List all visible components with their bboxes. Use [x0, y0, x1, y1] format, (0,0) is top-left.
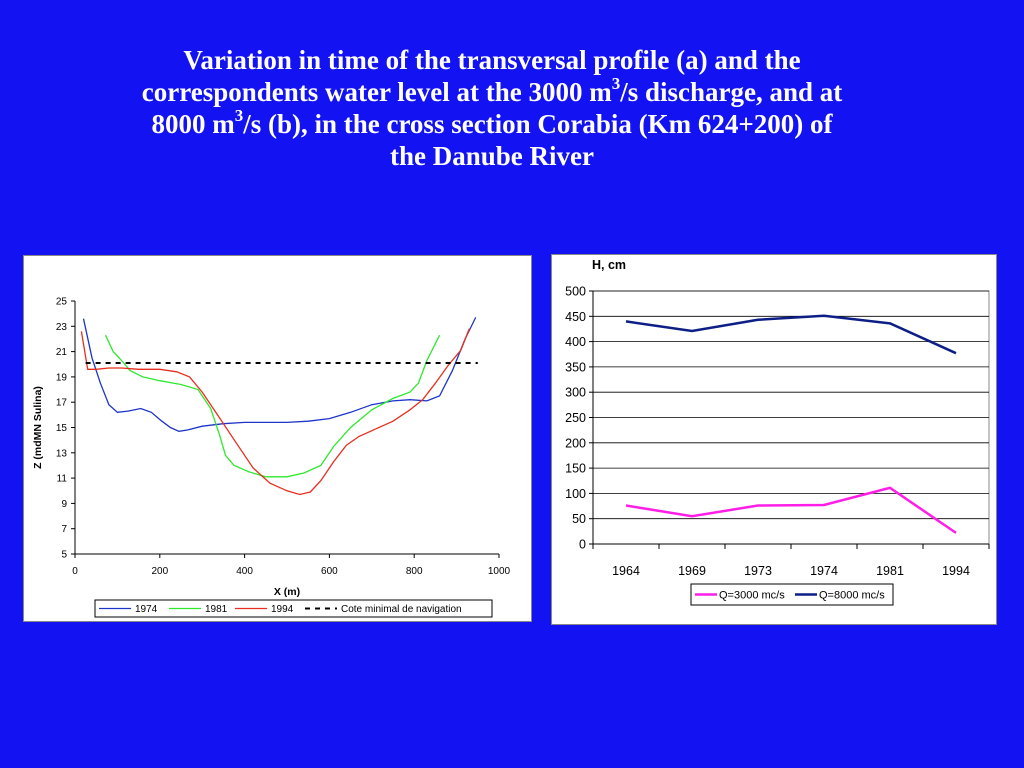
x-tick-label: 200	[151, 566, 168, 577]
x-tick-label: 600	[321, 566, 338, 577]
profile-chart: 5 7 9 11 13 15 17 19 21 23 25 0 200 400 600 800 1000 X (m…	[32, 297, 511, 618]
title-line-2: correspondents water level at the 3000 m…	[20, 74, 964, 108]
series-line-Q=3000 mc/s	[625, 486, 957, 534]
x-tick-label: 1969	[678, 564, 706, 578]
title-line-4: the Danube River	[390, 141, 594, 171]
legend-label: Cote minimal de navigation	[341, 604, 462, 615]
legend-box	[690, 583, 894, 606]
title-line-3-text: 8000 m	[151, 109, 235, 139]
legend-label: 1981	[205, 604, 228, 615]
title-line-2-text: correspondents water level at the 3000 m	[141, 77, 612, 107]
x-tick-label: 1973	[744, 564, 772, 578]
title-line-1: Variation in time of the transversal pro…	[183, 45, 801, 75]
y-tick-label: 25	[56, 297, 68, 308]
water-level-chart: 0 50 100 150 200 250 300 350 400 450 500 1964 1969 19…	[565, 258, 990, 606]
x-tick-label: 800	[406, 566, 423, 577]
x-tick-label: 1994	[942, 564, 970, 578]
y-tick-label: 350	[565, 360, 586, 374]
slide-title: Variation in time of the transversal pro…	[20, 44, 964, 172]
legend-box	[94, 599, 493, 618]
title-line-3-sup: 3	[234, 106, 244, 125]
y-tick-label: 200	[565, 436, 586, 450]
series-line-1974	[82, 317, 477, 432]
y-tick-label: 100	[565, 487, 586, 501]
series-line-1981	[104, 334, 441, 478]
y-tick-label: 150	[565, 462, 586, 476]
y-tick-label: 400	[565, 335, 586, 349]
y-tick-label: 23	[56, 322, 68, 333]
series-line-Q=8000 mc/s	[625, 314, 957, 355]
chart-title: H, cm	[592, 258, 626, 272]
y-tick-label: 13	[56, 448, 68, 459]
y-tick-label: 450	[565, 310, 586, 324]
chart-panel-b: 0 50 100 150 200 250 300 350 400 450 500 1964 1969 19…	[551, 254, 997, 625]
legend-label: 1974	[135, 604, 158, 615]
title-line-3: 8000 m3/s (b), in the cross section Cora…	[20, 106, 964, 140]
y-tick-label: 15	[56, 423, 68, 434]
y-tick-label: 500	[565, 285, 586, 299]
y-tick-label: 7	[61, 524, 67, 535]
y-tick-label: 250	[565, 411, 586, 425]
y-tick-label: 0	[579, 538, 586, 552]
x-tick-label: 1964	[612, 564, 640, 578]
y-tick-label: 21	[56, 347, 68, 358]
x-axis-label: X (m)	[274, 586, 300, 598]
x-tick-label: 1000	[488, 566, 511, 577]
x-tick-label: 0	[72, 566, 78, 577]
y-axis-label: Z (mdMN Sulina)	[32, 386, 44, 469]
x-tick-label: 1981	[876, 564, 904, 578]
chart-panel-a: 5 7 9 11 13 15 17 19 21 23 25 0 200 400 600 800 1000 X (m…	[23, 255, 532, 622]
y-tick-label: 5	[61, 550, 67, 561]
title-line-3-tail: /s (b), in the cross section Corabia (Km…	[243, 109, 833, 139]
x-tick-label: 1974	[810, 564, 838, 578]
y-tick-label: 9	[61, 499, 67, 510]
y-tick-label: 300	[565, 386, 586, 400]
series-line-1994	[80, 328, 470, 496]
y-tick-label: 11	[57, 474, 68, 485]
legend-label: Q=8000 mc/s	[819, 590, 885, 602]
title-line-2-tail: /s discharge, and at	[620, 77, 843, 107]
legend-label: 1994	[271, 604, 294, 615]
title-line-2-sup: 3	[611, 74, 621, 93]
x-tick-label: 400	[236, 566, 253, 577]
y-tick-label: 50	[572, 512, 586, 526]
y-tick-label: 17	[56, 398, 68, 409]
legend-label: Q=3000 mc/s	[719, 590, 785, 602]
y-tick-label: 19	[56, 372, 68, 383]
